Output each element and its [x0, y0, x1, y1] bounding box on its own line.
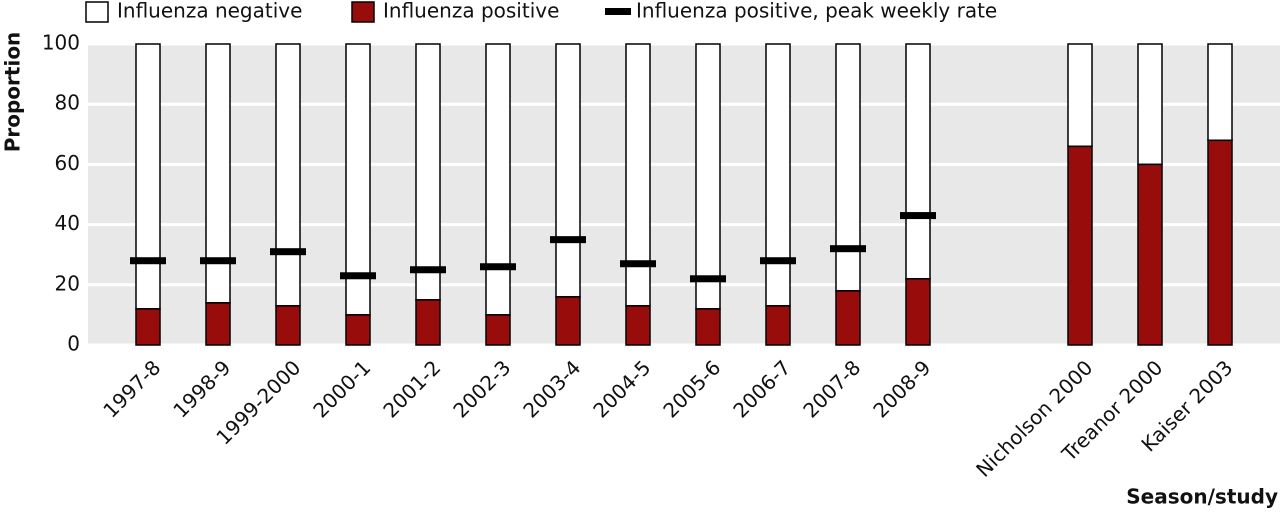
peak-marker [200, 257, 236, 265]
bar-positive [275, 305, 301, 346]
x-tick-label: 2008-9 [868, 355, 935, 422]
legend-label: Influenza negative [117, 0, 302, 23]
peak-marker [690, 275, 726, 283]
y-axis-label: Proportion [1, 32, 25, 153]
peak-marker [760, 257, 796, 265]
bar-positive [205, 302, 231, 346]
bar-positive [415, 299, 441, 346]
y-tick-label: 100 [42, 31, 80, 55]
plot-background [88, 44, 1280, 345]
bar-positive [625, 305, 651, 346]
bar-positive [1067, 145, 1093, 346]
bar-negative [835, 43, 861, 292]
y-tick-label: 40 [55, 211, 80, 235]
legend-swatch [85, 1, 109, 23]
peak-marker [550, 236, 586, 244]
legend-swatch [351, 1, 375, 23]
bar-positive [835, 290, 861, 346]
bar-negative [555, 43, 581, 298]
peak-marker [340, 272, 376, 280]
bar-negative [765, 43, 791, 307]
y-tick-label: 60 [55, 151, 80, 175]
x-axis-label: Season/study [1126, 485, 1278, 509]
bar-positive [1207, 139, 1233, 346]
peak-marker [830, 245, 866, 253]
bar-negative [415, 43, 441, 301]
x-tick-label: 2005-6 [658, 355, 725, 422]
x-tick-label: 2007-8 [798, 355, 865, 422]
bar-negative [135, 43, 161, 310]
legend-label: Influenza positive [383, 0, 559, 23]
peak-marker [270, 248, 306, 256]
x-tick-label: 1997-8 [98, 355, 165, 422]
x-tick-label: 1998-9 [168, 355, 235, 422]
bar-positive [555, 296, 581, 346]
y-tick-label: 80 [55, 91, 80, 115]
x-tick-label: 2001-2 [378, 355, 445, 422]
legend-swatch [605, 8, 631, 15]
x-tick-label: 2002-3 [448, 355, 515, 422]
bar-positive [695, 308, 721, 346]
bar-positive [905, 278, 931, 346]
x-tick-label: Nicholson 2000 [971, 355, 1097, 481]
peak-marker [620, 260, 656, 268]
peak-marker [130, 257, 166, 265]
bar-negative [695, 43, 721, 310]
bar-positive [765, 305, 791, 346]
x-tick-label: 2004-5 [588, 355, 655, 422]
bar-negative [485, 43, 511, 316]
legend-label: Influenza positive, peak weekly rate [636, 0, 997, 23]
bar-negative [275, 43, 301, 307]
bar-positive [135, 308, 161, 346]
peak-marker [410, 266, 446, 274]
peak-marker [900, 212, 936, 220]
y-tick-label: 20 [55, 271, 80, 295]
bar-negative [1137, 43, 1163, 166]
peak-marker [480, 263, 516, 271]
x-tick-label: 2003-4 [518, 355, 585, 422]
y-tick-label: 0 [67, 332, 80, 356]
bar-positive [485, 314, 511, 346]
bar-negative [1207, 43, 1233, 142]
x-tick-label: 2006-7 [728, 355, 795, 422]
bar-negative [1067, 43, 1093, 148]
bar-positive [1137, 163, 1163, 346]
bar-negative [905, 43, 931, 280]
x-tick-label: 2000-1 [308, 355, 375, 422]
bar-positive [345, 314, 371, 346]
